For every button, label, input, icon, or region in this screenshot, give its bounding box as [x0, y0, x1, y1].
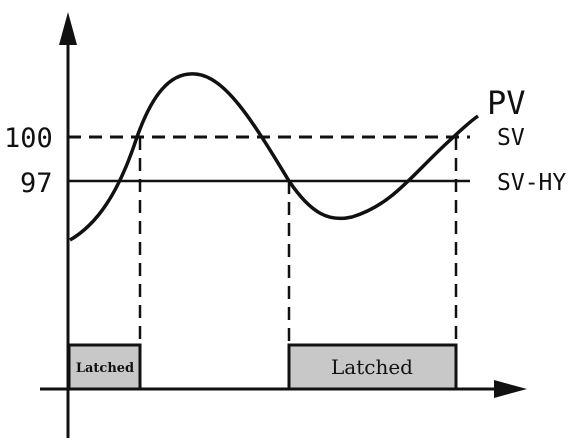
latched-box-1	[67, 343, 142, 391]
y-axis-arrow-icon	[59, 12, 77, 45]
latched-label-2: Latched	[331, 355, 413, 379]
latched-label-1: Latched	[76, 361, 134, 376]
x-axis-arrow-icon	[494, 380, 527, 398]
latched-box-2	[287, 343, 458, 391]
sv-label: SV	[497, 125, 525, 151]
value-label-hy: 97	[20, 168, 53, 199]
pv-label: PV	[487, 84, 526, 122]
sv-hy-label: SV-HY	[497, 170, 566, 196]
pv-curve	[69, 72, 480, 242]
value-label-sv: 100	[4, 123, 53, 154]
